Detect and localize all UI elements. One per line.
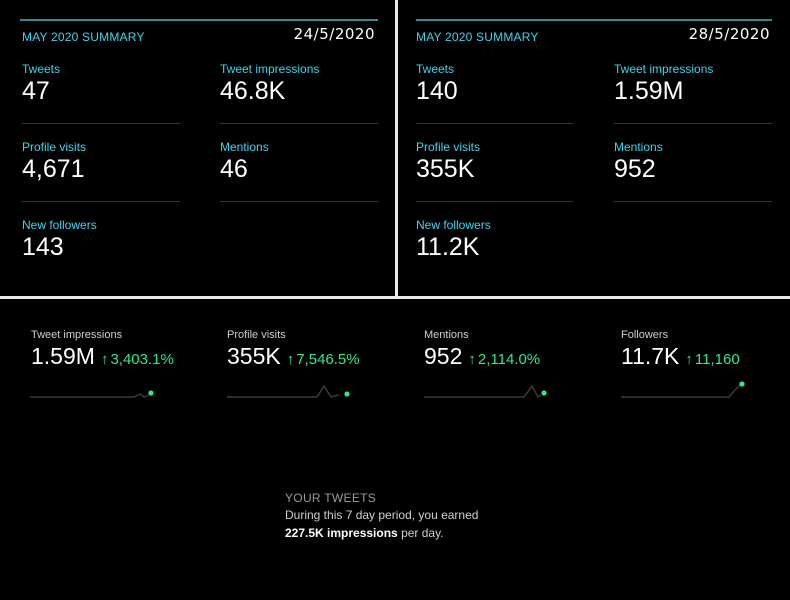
metric-value: 355K bbox=[416, 155, 475, 183]
metric-divider bbox=[614, 123, 772, 124]
metric-divider bbox=[416, 123, 574, 124]
stat-change: ↑ 3,403.1% bbox=[101, 351, 174, 368]
stat-label: Profile visits bbox=[227, 329, 286, 341]
metric-value: 4,671 bbox=[22, 155, 85, 183]
summary-panel-right: MAY 2020 SUMMARY 28/5/2020 Tweets 140 Tw… bbox=[398, 0, 790, 297]
stat-change-value: 3,403.1% bbox=[110, 351, 174, 368]
vertical-divider bbox=[395, 0, 398, 297]
metric-label: New followers bbox=[416, 218, 491, 232]
stat-value: 952 bbox=[424, 343, 463, 369]
stat-tweet-impressions: Tweet impressions 1.59M ↑ 3,403.1% bbox=[31, 328, 174, 369]
stat-change: ↑ 7,546.5% bbox=[287, 351, 360, 368]
sparkline-profile-visits bbox=[227, 384, 350, 398]
sparkline-followers bbox=[621, 381, 745, 398]
stat-label: Mentions bbox=[424, 329, 469, 341]
summary-panel-left: MAY 2020 SUMMARY 24/5/2020 Tweets 47 Twe… bbox=[0, 0, 395, 297]
metric-new-followers: New followers 11.2K bbox=[416, 218, 576, 261]
stat-value: 1.59M bbox=[31, 343, 95, 369]
per-day-text: per day. bbox=[397, 526, 444, 540]
stat-value: 355K bbox=[227, 343, 281, 369]
stat-label: Tweet impressions bbox=[31, 329, 123, 341]
stat-followers: Followers 11.7K ↑ 11,160 bbox=[621, 328, 740, 369]
panel-top-rule bbox=[416, 19, 772, 21]
metric-value: 47 bbox=[22, 77, 50, 105]
metric-divider bbox=[614, 201, 772, 202]
sparkline-impressions bbox=[30, 390, 154, 398]
your-tweets-section: YOUR TWEETS During this 7 day period, yo… bbox=[285, 491, 545, 542]
metric-label: Profile visits bbox=[22, 140, 87, 154]
metric-label: Profile visits bbox=[416, 140, 481, 154]
horizontal-divider bbox=[0, 296, 790, 299]
metric-value: 143 bbox=[22, 233, 64, 261]
stat-label: Followers bbox=[621, 329, 669, 341]
arrow-up-icon: ↑ bbox=[286, 351, 295, 368]
panel-title: MAY 2020 SUMMARY bbox=[22, 30, 145, 44]
metric-divider bbox=[220, 201, 378, 202]
metric-profile-visits: Profile visits 4,671 bbox=[22, 140, 182, 183]
metric-label: Tweet impressions bbox=[220, 62, 320, 76]
sparkline-mentions bbox=[424, 384, 547, 399]
stat-change: ↑ 2,114.0% bbox=[468, 351, 540, 368]
metric-value: 46 bbox=[220, 155, 248, 183]
metric-label: Tweets bbox=[22, 62, 61, 76]
your-tweets-heading: YOUR TWEETS bbox=[285, 491, 377, 505]
arrow-up-icon: ↑ bbox=[468, 351, 476, 368]
metric-label: Mentions bbox=[614, 140, 663, 154]
metric-divider bbox=[416, 201, 574, 202]
panel-date-handwritten: 24/5/2020 bbox=[293, 25, 375, 43]
panel-title: MAY 2020 SUMMARY bbox=[416, 30, 539, 44]
stat-change: ↑ 11,160 bbox=[685, 351, 739, 368]
metric-new-followers: New followers 143 bbox=[22, 218, 182, 261]
metric-tweets: Tweets 47 bbox=[22, 62, 182, 105]
stat-change-value: 2,114.0% bbox=[477, 351, 541, 368]
metric-label: Tweets bbox=[416, 62, 455, 76]
metric-label: Mentions bbox=[220, 140, 269, 154]
metric-impressions: Tweet impressions 1.59M bbox=[614, 62, 774, 105]
stat-profile-visits: Profile visits 355K ↑ 7,546.5% bbox=[227, 328, 360, 369]
panel-date-handwritten: 28/5/2020 bbox=[688, 25, 770, 43]
metric-value: 1.59M bbox=[614, 77, 684, 105]
metric-value: 952 bbox=[614, 155, 656, 183]
metric-value: 140 bbox=[416, 77, 458, 105]
stat-change-value: 7,546.5% bbox=[296, 351, 360, 368]
metric-label: Tweet impressions bbox=[614, 62, 714, 76]
metric-impressions: Tweet impressions 46.8K bbox=[220, 62, 380, 105]
stat-mentions: Mentions 952 ↑ 2,114.0% bbox=[424, 328, 540, 369]
panel-top-rule bbox=[20, 19, 378, 21]
metric-mentions: Mentions 952 bbox=[614, 140, 774, 183]
metric-divider bbox=[22, 201, 180, 202]
metric-profile-visits: Profile visits 355K bbox=[416, 140, 576, 183]
arrow-up-icon: ↑ bbox=[685, 351, 693, 368]
your-tweets-line1: During this 7 day period, you earned bbox=[285, 508, 479, 522]
your-tweets-line2: 227.5K impressions per day. bbox=[285, 524, 545, 542]
metric-tweets: Tweets 140 bbox=[416, 62, 576, 105]
impressions-per-day: 227.5K impressions bbox=[285, 526, 398, 540]
stat-change-value: 11,160 bbox=[694, 351, 740, 368]
metric-divider bbox=[22, 123, 180, 124]
metric-divider bbox=[220, 123, 378, 124]
metric-mentions: Mentions 46 bbox=[220, 140, 380, 183]
stat-value: 11.7K bbox=[621, 343, 680, 369]
metric-value: 11.2K bbox=[416, 233, 480, 261]
metric-label: New followers bbox=[22, 218, 97, 232]
metric-value: 46.8K bbox=[220, 77, 286, 105]
arrow-up-icon: ↑ bbox=[100, 351, 109, 368]
